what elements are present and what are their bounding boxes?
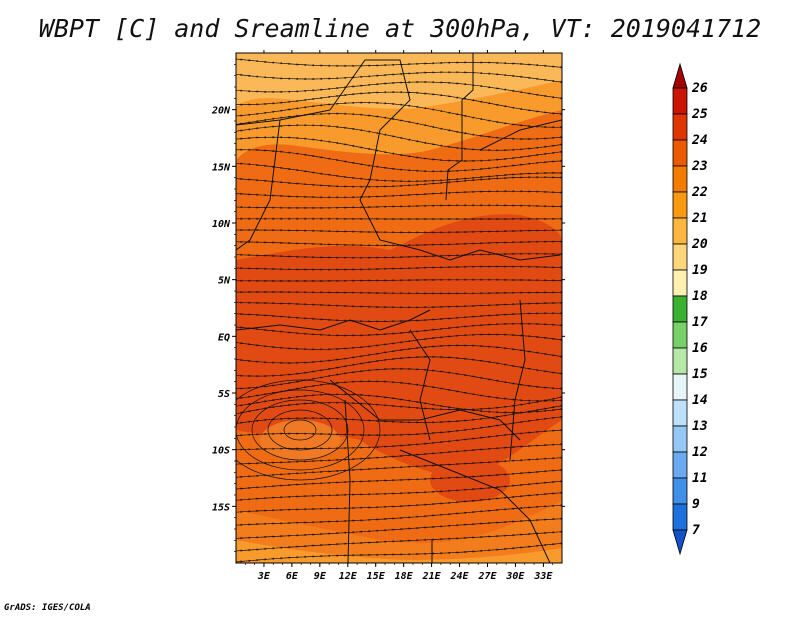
lon-tick-label: 12E [339, 571, 358, 582]
streamline [236, 57, 562, 69]
lon-tick-label: 3E [257, 571, 271, 582]
lat-tick-label: EQ [218, 332, 230, 343]
colorbar-label: 20 [691, 237, 708, 252]
streamline-swirl [236, 379, 381, 481]
colorbar-label: 21 [691, 211, 708, 226]
lon-tick-label: 30E [505, 571, 525, 582]
lon-tick-label: 24E [450, 571, 470, 582]
border-line-8 [344, 399, 351, 563]
colorbar-label: 16 [692, 341, 708, 356]
streamline [236, 252, 562, 259]
border-line-12 [409, 329, 431, 441]
colorbar-label: 25 [691, 107, 708, 122]
border-line-5 [359, 199, 561, 261]
streamline-swirl [236, 389, 365, 471]
streamline [236, 301, 562, 309]
lat-tick-label: 5N [218, 276, 231, 287]
border-line-10 [399, 449, 551, 563]
streamline [236, 322, 562, 337]
plot-title: WBPT [C] and Sreamline at 300hPa, VT: 20… [38, 14, 762, 43]
lon-tick-label: 21E [422, 571, 442, 582]
lat-tick-label: 15N [212, 162, 231, 173]
lon-tick-label: 27E [477, 571, 497, 582]
colorbar-box [672, 321, 688, 349]
colorbar-box [672, 451, 688, 479]
streamline-swirl [251, 399, 349, 461]
streamline [236, 240, 562, 247]
colorbar-label: 15 [692, 367, 708, 382]
border-line-13 [479, 119, 562, 151]
colorbar-label: 26 [691, 81, 708, 96]
lon-tick-label: 9E [314, 571, 327, 582]
colorbar-label: 9 [692, 497, 700, 512]
lon-tick-label: 18E [395, 571, 414, 582]
colorbar-label: 7 [692, 523, 700, 538]
border-line-11 [509, 299, 526, 461]
colorbar-box [672, 269, 688, 297]
colorbar-box [672, 87, 688, 115]
wbpt-field [236, 53, 562, 563]
streamline [236, 312, 562, 323]
lon-tick-label: 15E [367, 571, 386, 582]
colorbar-box [672, 243, 688, 271]
streamline [236, 265, 562, 271]
colorbar-label: 13 [692, 419, 708, 434]
colorbar-box [672, 347, 688, 375]
colorbar: 26 25 24 23 22 21 20 19 18 17 16 15 14 13 12 11 9 7 [672, 62, 708, 556]
colorbar-label: 11 [692, 471, 708, 486]
colorbar-box [672, 113, 688, 141]
border-line-1 [445, 53, 474, 201]
colorbar-box [672, 373, 688, 401]
map-axes: 3E 6E 9E 12E 15E 18E 21E 24E 27E 30E 33E 20N 15N 10N 5… [211, 50, 565, 582]
streamline [236, 290, 562, 295]
colorbar-label: 14 [692, 393, 708, 408]
colorbar-box [672, 399, 688, 427]
colorbar-box [672, 295, 688, 323]
lat-tick-label: 10S [212, 446, 230, 457]
streamline [236, 176, 562, 188]
border-line-7 [329, 379, 521, 441]
colorbar-box [672, 477, 688, 505]
streamline-swirl [267, 409, 333, 451]
colorbar-box [672, 425, 688, 453]
grads-credit: GrADS: IGES/COLA [4, 603, 91, 613]
border-line-6 [236, 309, 431, 331]
streamline-swirl [283, 419, 317, 441]
colorbar-box [672, 503, 688, 531]
colorbar-bottom-arrow [672, 529, 688, 556]
colorbar-label: 18 [692, 289, 708, 304]
colorbar-label: 12 [692, 445, 708, 460]
colorbar-label: 22 [691, 185, 708, 200]
streamline [236, 71, 562, 84]
map-frame [235, 52, 563, 564]
lat-tick-label: 10N [212, 219, 231, 230]
colorbar-label: 19 [692, 263, 708, 278]
colorbar-label: 23 [691, 159, 708, 174]
border-line-2 [329, 59, 411, 201]
streamline [236, 278, 562, 283]
lat-tick-label: 5S [218, 389, 230, 400]
colorbar-label: 17 [692, 315, 708, 330]
streamline [236, 228, 562, 234]
streamline [236, 542, 562, 563]
colorbar-box [672, 165, 688, 193]
streamlines [236, 57, 562, 563]
colorbar-box [672, 139, 688, 167]
lat-tick-label: 20N [211, 106, 231, 117]
lon-tick-label: 6E [286, 571, 299, 582]
colorbar-box [672, 217, 688, 245]
colorbar-box [672, 191, 688, 219]
border-line-4 [236, 119, 281, 251]
colorbar-label: 24 [691, 133, 708, 148]
country-borders [236, 53, 562, 563]
streamline [236, 190, 562, 199]
lon-tick-label: 33E [533, 571, 553, 582]
streamline [236, 204, 562, 210]
colorbar-top-arrow [672, 62, 688, 89]
lat-tick-label: 15S [212, 502, 230, 513]
